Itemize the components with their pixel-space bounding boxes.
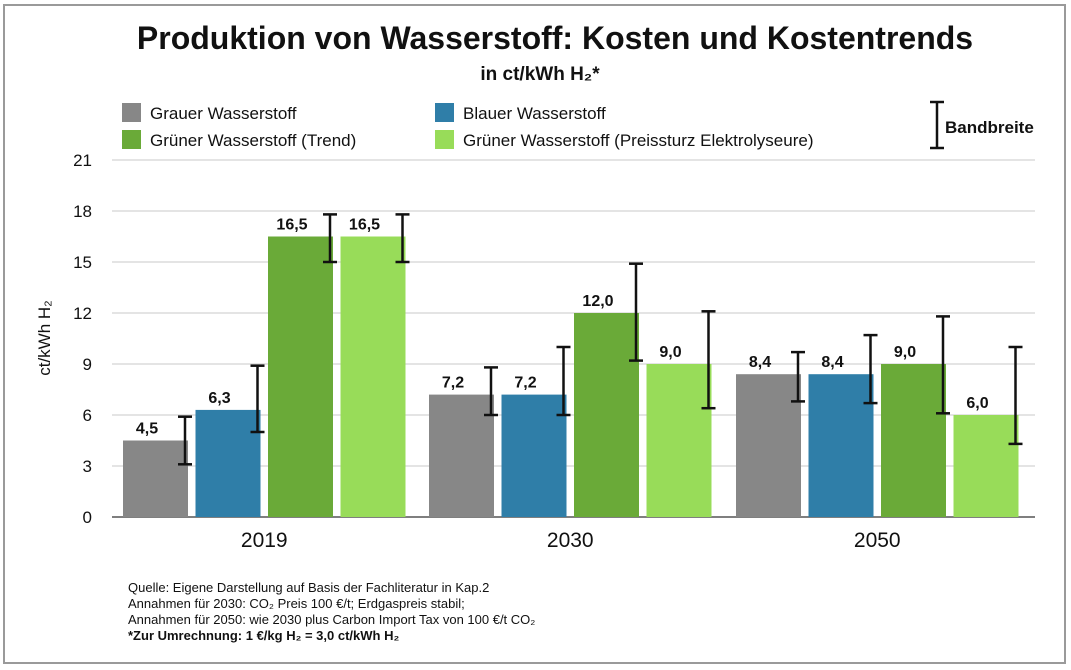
y-axis-label: ct/kWh H₂ <box>35 300 54 376</box>
legend-swatch <box>435 103 454 122</box>
y-tick-label: 21 <box>73 151 92 170</box>
chart-title: Produktion von Wasserstoff: Kosten und K… <box>136 20 974 56</box>
bar-2030-4 <box>646 364 712 517</box>
data-label: 16,5 <box>349 217 380 234</box>
bar-2019-4 <box>340 236 406 517</box>
y-tick-label: 0 <box>83 508 92 527</box>
chart-subtitle: in ct/kWh H₂* <box>480 64 600 85</box>
data-label: 8,4 <box>821 354 843 371</box>
legend-label: Blauer Wasserstoff <box>463 104 606 123</box>
y-tick-label: 12 <box>73 304 92 323</box>
legend-swatch <box>122 130 141 149</box>
footnotes: Quelle: Eigene Darstellung auf Basis der… <box>128 580 535 644</box>
legend-label: Grüner Wasserstoff (Preissturz Elektroly… <box>463 131 813 150</box>
bar-2019-3 <box>268 236 333 517</box>
data-label: 6,0 <box>966 395 988 412</box>
data-label: 6,3 <box>208 390 230 407</box>
data-label: 12,0 <box>582 293 613 310</box>
bar-2030-2 <box>501 394 567 517</box>
data-label: 7,2 <box>514 375 536 392</box>
legend-swatch <box>435 130 454 149</box>
legend-label: Grauer Wasserstoff <box>150 104 297 123</box>
bar-2019-2 <box>195 409 261 517</box>
data-label: 9,0 <box>659 344 681 361</box>
conversion-note: *Zur Umrechnung: 1 €/kg H₂ = 3,0 ct/kWh … <box>128 628 400 643</box>
range-legend-label: Bandbreite <box>945 118 1034 137</box>
data-label: 9,0 <box>894 344 916 361</box>
y-tick-label: 15 <box>73 253 92 272</box>
x-tick-label: 2030 <box>547 529 594 552</box>
source-note: Quelle: Eigene Darstellung auf Basis der… <box>128 580 490 595</box>
x-tick-label: 2050 <box>854 529 901 552</box>
data-label: 8,4 <box>749 354 771 371</box>
y-tick-label: 9 <box>83 355 92 374</box>
bar-2050-2 <box>808 374 874 517</box>
bar-2050-1 <box>736 374 801 517</box>
legend-swatch <box>122 103 141 122</box>
data-label: 7,2 <box>442 375 464 392</box>
assumption-2030-note: Annahmen für 2030: CO₂ Preis 100 €/t; Er… <box>128 596 465 611</box>
data-label: 16,5 <box>276 217 307 234</box>
bar-2050-3 <box>881 364 946 517</box>
y-tick-label: 6 <box>83 406 92 425</box>
data-label: 4,5 <box>136 421 158 438</box>
x-tick-label: 2019 <box>241 529 288 552</box>
assumption-2050-note: Annahmen für 2050: wie 2030 plus Carbon … <box>128 612 536 627</box>
bar-2030-1 <box>429 394 494 517</box>
bar-2019-1 <box>123 440 188 517</box>
chart-frame <box>3 4 1066 664</box>
bar-2050-4 <box>953 415 1019 517</box>
y-tick-label: 3 <box>83 457 92 476</box>
bar-2030-3 <box>574 313 639 517</box>
y-tick-label: 18 <box>73 202 92 221</box>
legend-label: Grüner Wasserstoff (Trend) <box>150 131 356 150</box>
